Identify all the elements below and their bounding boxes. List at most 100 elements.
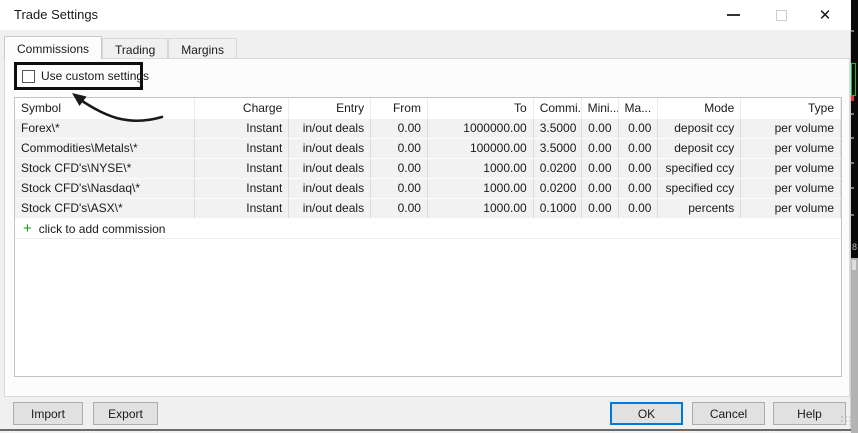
- commissions-tab-page: Use custom settings Symbol Charge Entry Fro…: [4, 58, 850, 397]
- minimize-button[interactable]: [711, 0, 755, 30]
- table-cell[interactable]: 0.00: [582, 179, 619, 198]
- table-row[interactable]: Commodities\Metals\* Instant in/out deals 0…: [15, 139, 841, 159]
- ok-button[interactable]: OK: [610, 402, 683, 425]
- chart-candle-wick: [851, 96, 854, 101]
- table-cell[interactable]: Stock CFD's\ASX\*: [15, 199, 195, 218]
- tab-commissions[interactable]: Commissions: [4, 36, 103, 59]
- chart-scale-tick: [851, 137, 854, 139]
- table-cell[interactable]: 1000000.00: [428, 119, 534, 138]
- table-cell[interactable]: in/out deals: [289, 119, 372, 138]
- chart-scale-tick: [851, 162, 854, 164]
- chart-scale-tick: [851, 30, 854, 32]
- tab-margins[interactable]: Margins: [168, 38, 237, 59]
- table-cell[interactable]: 0.00: [371, 199, 428, 218]
- tab-strip: Commissions Trading Margins: [4, 36, 237, 59]
- table-cell[interactable]: 0.0200: [534, 159, 582, 178]
- table-cell[interactable]: Instant: [195, 159, 290, 178]
- window-bottom-edge: [0, 429, 851, 431]
- column-header-symbol[interactable]: Symbol: [15, 98, 195, 119]
- table-row[interactable]: Forex\* Instant in/out deals 0.00 1000000.00…: [15, 119, 841, 139]
- screen-edge: [0, 431, 858, 433]
- table-cell[interactable]: deposit ccy: [658, 119, 742, 138]
- table-cell[interactable]: 1000.00: [428, 159, 534, 178]
- table-cell[interactable]: 3.5000: [534, 119, 582, 138]
- add-commission-row[interactable]: + click to add commission: [15, 219, 841, 239]
- table-cell[interactable]: 0.00: [371, 159, 428, 178]
- table-cell[interactable]: 1000.00: [428, 179, 534, 198]
- background-chart-window-sliver: 8: [851, 0, 858, 433]
- table-cell[interactable]: in/out deals: [289, 179, 372, 198]
- table-header-row: SymbolChargeEntryFromToCommi...Mini...Ma…: [15, 98, 841, 119]
- table-row[interactable]: Stock CFD's\Nasdaq\* Instant in/out deals 0…: [15, 179, 841, 199]
- table-cell[interactable]: 1000.00: [428, 199, 534, 218]
- table-cell[interactable]: 0.00: [619, 139, 659, 158]
- background-panel-sliver: [851, 258, 858, 433]
- table-cell[interactable]: per volume: [741, 139, 841, 158]
- table-cell[interactable]: 0.00: [619, 179, 659, 198]
- use-custom-settings-checkbox[interactable]: [22, 69, 35, 83]
- table-cell[interactable]: per volume: [741, 199, 841, 218]
- table-cell[interactable]: specified ccy: [658, 179, 742, 198]
- table-cell[interactable]: Instant: [195, 119, 290, 138]
- table-cell[interactable]: 0.00: [582, 139, 619, 158]
- chart-scale-tick: [851, 214, 854, 216]
- table-cell[interactable]: 0.1000: [534, 199, 582, 218]
- table-cell[interactable]: per volume: [741, 119, 841, 138]
- use-custom-settings-checkbox-row[interactable]: Use custom settings: [17, 69, 149, 83]
- column-header-mode[interactable]: Mode: [658, 98, 742, 119]
- table-cell[interactable]: in/out deals: [289, 199, 372, 218]
- table-cell[interactable]: 100000.00: [428, 139, 534, 158]
- table-cell[interactable]: Instant: [195, 179, 290, 198]
- resize-grip[interactable]: [840, 415, 850, 425]
- table-row[interactable]: Stock CFD's\NYSE\* Instant in/out deals 0.0…: [15, 159, 841, 179]
- table-cell[interactable]: Instant: [195, 199, 290, 218]
- maximize-button[interactable]: [759, 0, 803, 30]
- table-cell[interactable]: percents: [658, 199, 742, 218]
- add-commission-label: click to add commission: [38, 221, 166, 236]
- column-header-to[interactable]: To: [428, 98, 534, 119]
- table-cell[interactable]: 0.00: [582, 119, 619, 138]
- table-cell[interactable]: per volume: [741, 179, 841, 198]
- table-cell[interactable]: 0.00: [619, 199, 659, 218]
- table-cell[interactable]: 0.00: [371, 119, 428, 138]
- table-cell[interactable]: specified ccy: [658, 159, 742, 178]
- cancel-button[interactable]: Cancel: [692, 402, 765, 425]
- table-body: Forex\* Instant in/out deals 0.00 1000000.00…: [15, 119, 841, 219]
- title-bar: Trade Settings ✕: [0, 0, 851, 30]
- background-panel-highlight: [852, 260, 856, 270]
- table-cell[interactable]: Forex\*: [15, 119, 195, 138]
- table-cell[interactable]: 0.0200: [534, 179, 582, 198]
- chart-price-text: 8: [852, 242, 858, 252]
- table-cell[interactable]: 0.00: [619, 159, 659, 178]
- table-cell[interactable]: Commodities\Metals\*: [15, 139, 195, 158]
- table-cell[interactable]: 3.5000: [534, 139, 582, 158]
- table-row[interactable]: Stock CFD's\ASX\* Instant in/out deals 0.00…: [15, 199, 841, 219]
- export-button[interactable]: Export: [93, 402, 158, 425]
- help-button[interactable]: Help: [773, 402, 846, 425]
- table-cell[interactable]: per volume: [741, 159, 841, 178]
- tab-trading[interactable]: Trading: [102, 38, 169, 59]
- table-cell[interactable]: in/out deals: [289, 139, 372, 158]
- chart-scale-tick: [851, 113, 854, 115]
- column-header-ma[interactable]: Ma...: [619, 98, 659, 119]
- import-button[interactable]: Import: [13, 402, 83, 425]
- table-cell[interactable]: 0.00: [371, 179, 428, 198]
- table-cell[interactable]: deposit ccy: [658, 139, 742, 158]
- annotation-highlight-box: Use custom settings: [14, 62, 149, 90]
- table-cell[interactable]: 0.00: [582, 159, 619, 178]
- column-header-type[interactable]: Type: [741, 98, 841, 119]
- table-cell[interactable]: in/out deals: [289, 159, 372, 178]
- column-header-mini[interactable]: Mini...: [582, 98, 619, 119]
- column-header-from[interactable]: From: [371, 98, 428, 119]
- column-header-entry[interactable]: Entry: [289, 98, 372, 119]
- table-cell[interactable]: 0.00: [619, 119, 659, 138]
- table-cell[interactable]: 0.00: [582, 199, 619, 218]
- table-cell[interactable]: 0.00: [371, 139, 428, 158]
- table-cell[interactable]: Stock CFD's\Nasdaq\*: [15, 179, 195, 198]
- column-header-charge[interactable]: Charge: [195, 98, 290, 119]
- table-cell[interactable]: Stock CFD's\NYSE\*: [15, 159, 195, 178]
- table-cell[interactable]: Instant: [195, 139, 290, 158]
- commissions-table: SymbolChargeEntryFromToCommi...Mini...Ma…: [14, 97, 842, 377]
- column-header-commi[interactable]: Commi...: [534, 98, 582, 119]
- close-button[interactable]: ✕: [803, 0, 847, 30]
